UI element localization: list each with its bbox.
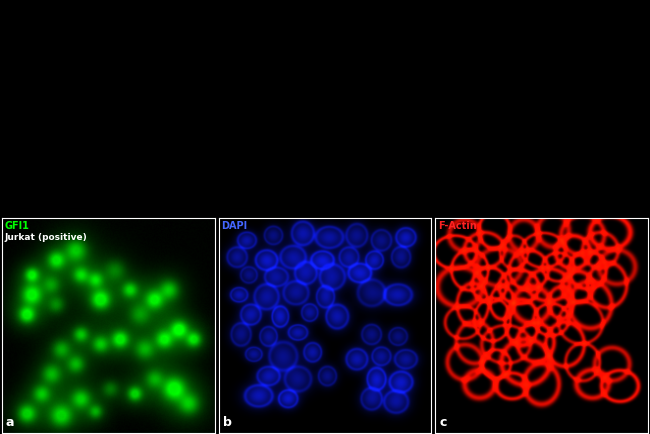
Text: a: a <box>6 416 14 429</box>
Text: b: b <box>222 416 231 429</box>
Text: F-Actin: F-Actin <box>438 221 477 231</box>
Text: DAPI: DAPI <box>222 221 248 231</box>
Text: c: c <box>439 416 447 429</box>
Text: GFI1: GFI1 <box>5 221 30 231</box>
Text: Jurkat (positive): Jurkat (positive) <box>5 233 88 242</box>
